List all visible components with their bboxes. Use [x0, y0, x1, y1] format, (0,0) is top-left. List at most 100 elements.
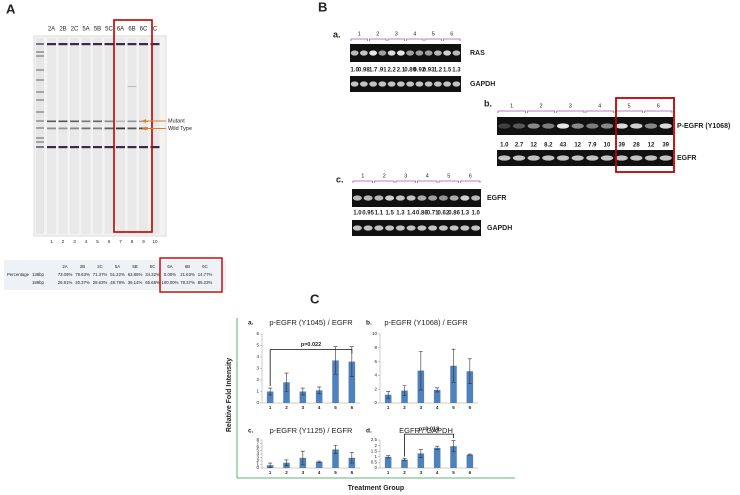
ladder-band	[36, 146, 44, 148]
table-header: 5C	[150, 264, 156, 269]
blot-band	[600, 155, 614, 161]
y-tick-label: 5	[256, 343, 259, 348]
bar	[384, 394, 392, 403]
marker-band	[104, 43, 114, 46]
x-tick-label: 2	[285, 405, 288, 410]
group-label: 1	[361, 173, 364, 179]
fold-value: 1.0	[500, 143, 509, 149]
y-tick-label: 1.5	[371, 448, 378, 453]
group-bracket	[406, 38, 424, 41]
blot-band	[527, 155, 540, 161]
blot-band	[369, 81, 378, 87]
y-tick-label: 1	[256, 462, 259, 467]
blot-band	[396, 50, 405, 56]
blot-band	[395, 195, 405, 201]
error-bar	[435, 445, 440, 450]
blot-band	[350, 50, 359, 56]
marker-band	[150, 43, 160, 46]
marker-band	[127, 43, 137, 46]
blot-band	[359, 81, 368, 87]
group-label: 6	[469, 173, 472, 179]
lane-label: 6B	[128, 27, 135, 33]
y-tick-label: 4	[256, 354, 259, 359]
lane-number: 8	[131, 239, 134, 244]
x-tick-label: 2	[403, 470, 406, 475]
blot-band	[498, 155, 511, 161]
ladder-band	[36, 69, 44, 71]
lane-number: 2	[62, 239, 65, 244]
table-cell: 36.14%	[128, 280, 143, 285]
highlight-box	[159, 257, 223, 293]
p-value: p=0.022	[301, 342, 321, 348]
bar	[332, 449, 339, 468]
table-cell: 189bp	[32, 280, 45, 285]
wildtype-band	[93, 127, 102, 130]
marker-band	[47, 146, 56, 149]
y-tick-label: 2	[374, 443, 377, 448]
y-tick-label: 2	[374, 386, 377, 391]
group-bracket	[526, 110, 556, 113]
lane-label: 2C	[71, 27, 79, 33]
table-header: 5A	[115, 264, 120, 269]
x-tick-label: 1	[387, 470, 390, 475]
fold-value: 2.1	[397, 68, 406, 74]
chart-title: EGFR / GAPDH	[399, 426, 453, 435]
blot-band	[350, 81, 359, 87]
blot-band	[512, 155, 526, 161]
ladder-band	[36, 141, 44, 143]
table-header: 6B	[185, 264, 190, 269]
bar	[299, 391, 307, 403]
bar	[450, 446, 457, 468]
gel-lane	[116, 38, 125, 234]
blot-band	[471, 195, 481, 201]
group-bracket	[460, 180, 481, 183]
blot-band	[615, 155, 628, 161]
group-bracket	[497, 110, 526, 113]
bar	[332, 360, 339, 403]
error-bar	[317, 460, 322, 463]
fold-value: 0.93	[423, 68, 435, 74]
y-tick-label: 2	[256, 458, 259, 463]
x-tick-label: 5	[452, 405, 455, 410]
fold-value: 1.3	[396, 211, 405, 217]
marker-band	[70, 43, 79, 46]
group-label: 2	[376, 31, 379, 37]
blot-band	[443, 81, 452, 87]
chart-label: b.	[366, 320, 372, 327]
error-bar	[349, 452, 354, 464]
lane-label: 6A	[117, 27, 124, 33]
blot-band	[659, 155, 672, 161]
blot-band	[498, 123, 511, 129]
y-tick-label: 10	[372, 331, 378, 336]
group-label: 5	[447, 173, 450, 179]
blot-strip	[352, 189, 481, 207]
blot-band	[449, 225, 459, 231]
blot-band	[460, 225, 470, 231]
fold-value: 12	[530, 143, 537, 149]
fold-value: 1.1	[375, 211, 384, 217]
blot-band	[452, 81, 461, 87]
blot-band	[396, 81, 405, 87]
blot-band	[542, 155, 555, 161]
marker-band	[116, 146, 125, 149]
y-tick-label: 6	[374, 359, 377, 364]
bar	[466, 454, 474, 468]
ladder-band	[36, 43, 44, 45]
table-cell: 138bp	[32, 272, 45, 277]
error-bar	[451, 440, 456, 453]
bar	[433, 447, 441, 468]
blot-strip	[352, 220, 481, 236]
blot-band	[417, 195, 427, 201]
lane-label: C	[153, 27, 158, 33]
error-bar	[386, 455, 391, 459]
lane-number: 10	[152, 239, 158, 244]
x-tick-label: 2	[285, 470, 288, 475]
marker-band	[139, 43, 148, 46]
blot-band	[415, 50, 424, 56]
y-tick-label: 1	[256, 389, 259, 394]
mutant-band	[104, 120, 114, 123]
group-label: 2	[539, 103, 542, 109]
ladder-lane	[36, 38, 44, 234]
ladder-band	[36, 111, 44, 113]
group-label: 3	[404, 173, 407, 179]
